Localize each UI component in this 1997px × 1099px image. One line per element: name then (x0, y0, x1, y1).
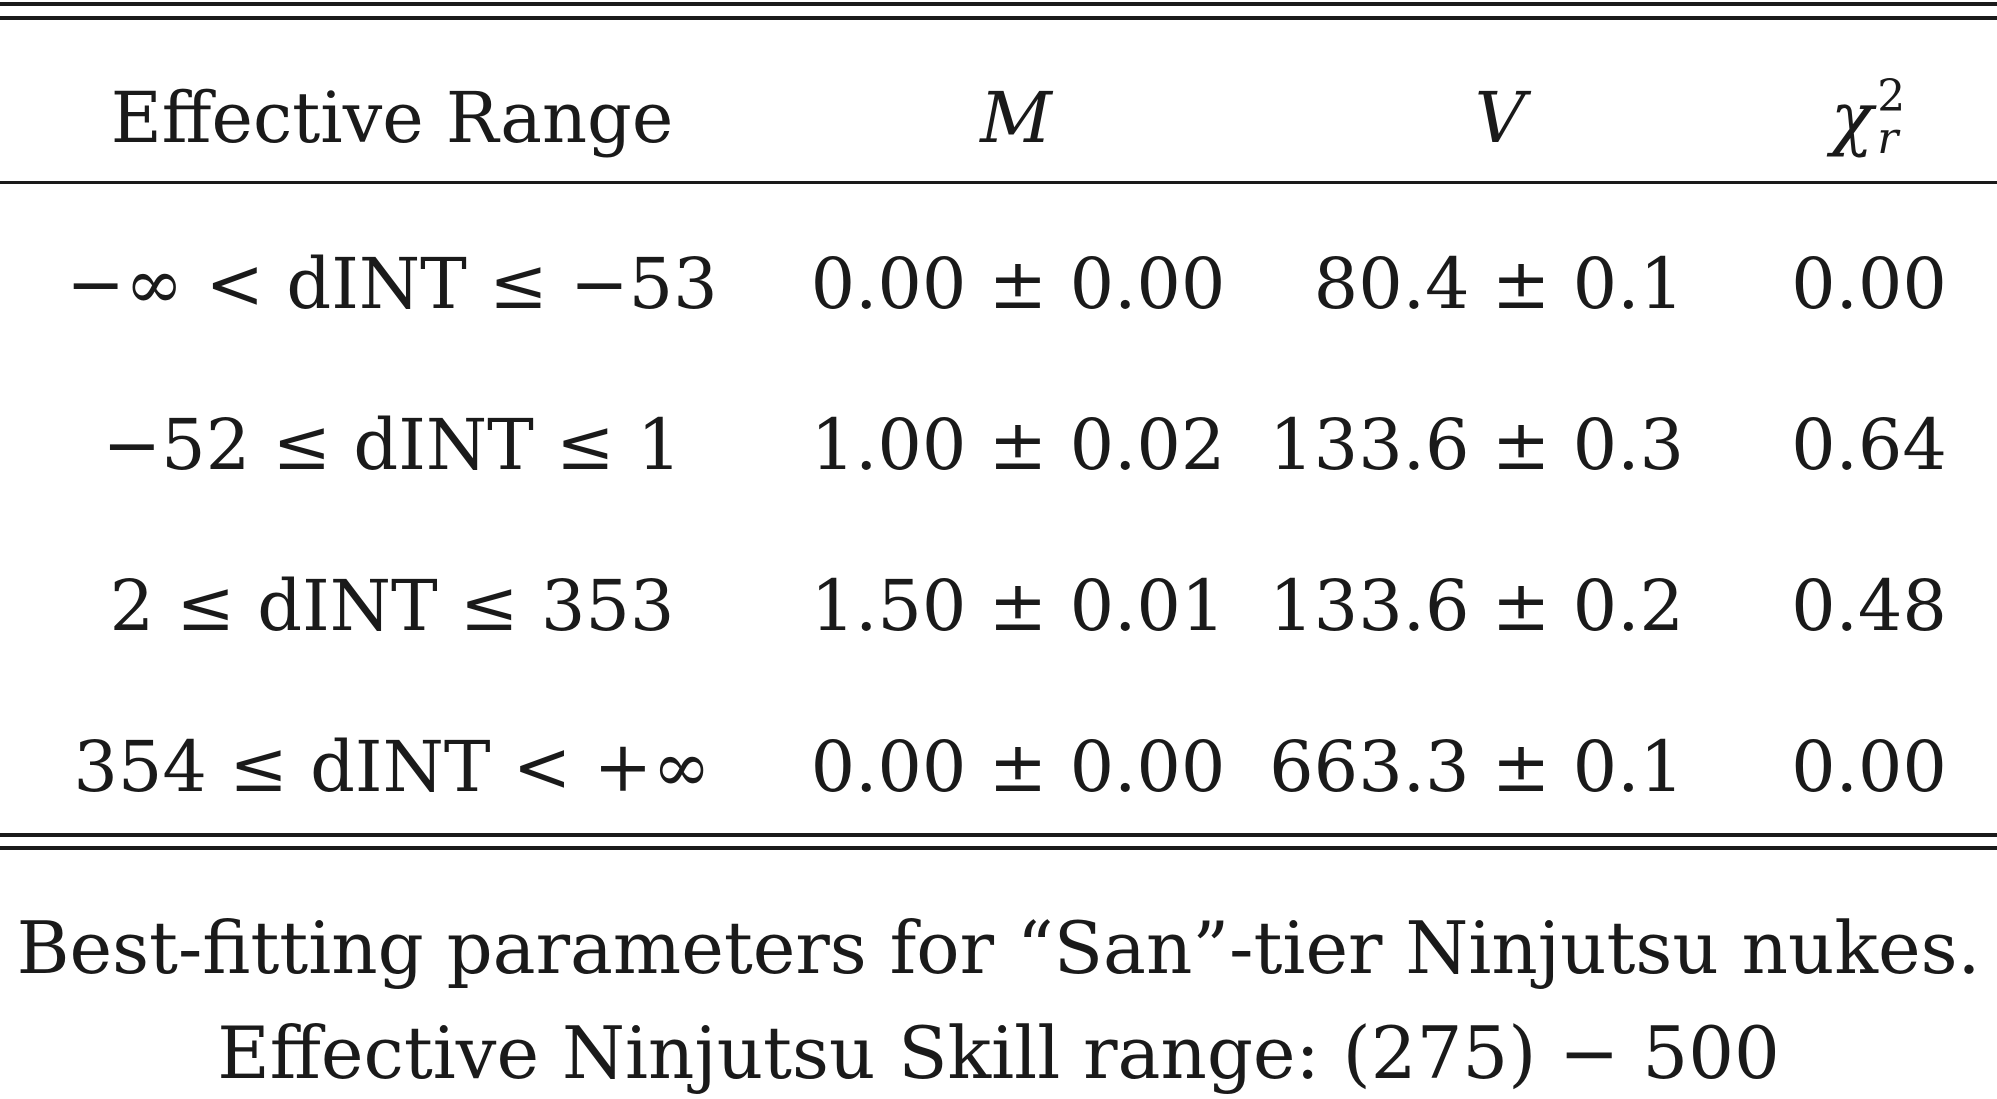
row-4-v: 663.3 ± 0.1 (1269, 726, 1684, 808)
caption-line-1: Best-fitting parameters for “San”-tier N… (16, 906, 1981, 990)
chi-superscript: 2 (1877, 71, 1906, 123)
table-top-rule-1 (0, 2, 1997, 6)
row-1-range: −∞ < dINT ≤ −53 (66, 243, 718, 325)
row-4-chi2: 0.00 (1791, 726, 1947, 808)
row-3-m: 1.50 ± 0.01 (810, 565, 1226, 647)
row-4-m: 0.00 ± 0.00 (810, 726, 1226, 808)
table-top-rule-2 (0, 16, 1997, 20)
row-3-chi2: 0.48 (1791, 565, 1947, 647)
row-1-chi2: 0.00 (1791, 243, 1947, 325)
row-2-chi2: 0.64 (1791, 404, 1947, 486)
row-2-v: 133.6 ± 0.3 (1269, 404, 1684, 486)
header-chi-squared-reduced: χ 2 r (1830, 71, 1906, 164)
row-1-m: 0.00 ± 0.00 (810, 243, 1226, 325)
chi-symbol: χ (1830, 77, 1874, 159)
caption-line-2: Effective Ninjutsu Skill range: (275) − … (217, 1011, 1780, 1095)
chi-subscript: r (1877, 113, 1899, 164)
header-m: M (980, 77, 1052, 159)
row-3-v: 133.6 ± 0.2 (1269, 565, 1684, 647)
row-4-range: 354 ≤ dINT < +∞ (73, 726, 711, 808)
row-3-range: 2 ≤ dINT ≤ 353 (109, 565, 675, 647)
header-rule (0, 181, 1997, 184)
row-1-v: 80.4 ± 0.1 (1313, 243, 1684, 325)
row-2-m: 1.00 ± 0.02 (810, 404, 1226, 486)
table-bottom-rule-1 (0, 833, 1997, 837)
row-2-range: −52 ≤ dINT ≤ 1 (102, 404, 682, 486)
table-bottom-rule-2 (0, 846, 1997, 850)
header-effective-range: Effective Range (110, 77, 674, 159)
header-v: V (1474, 77, 1526, 159)
